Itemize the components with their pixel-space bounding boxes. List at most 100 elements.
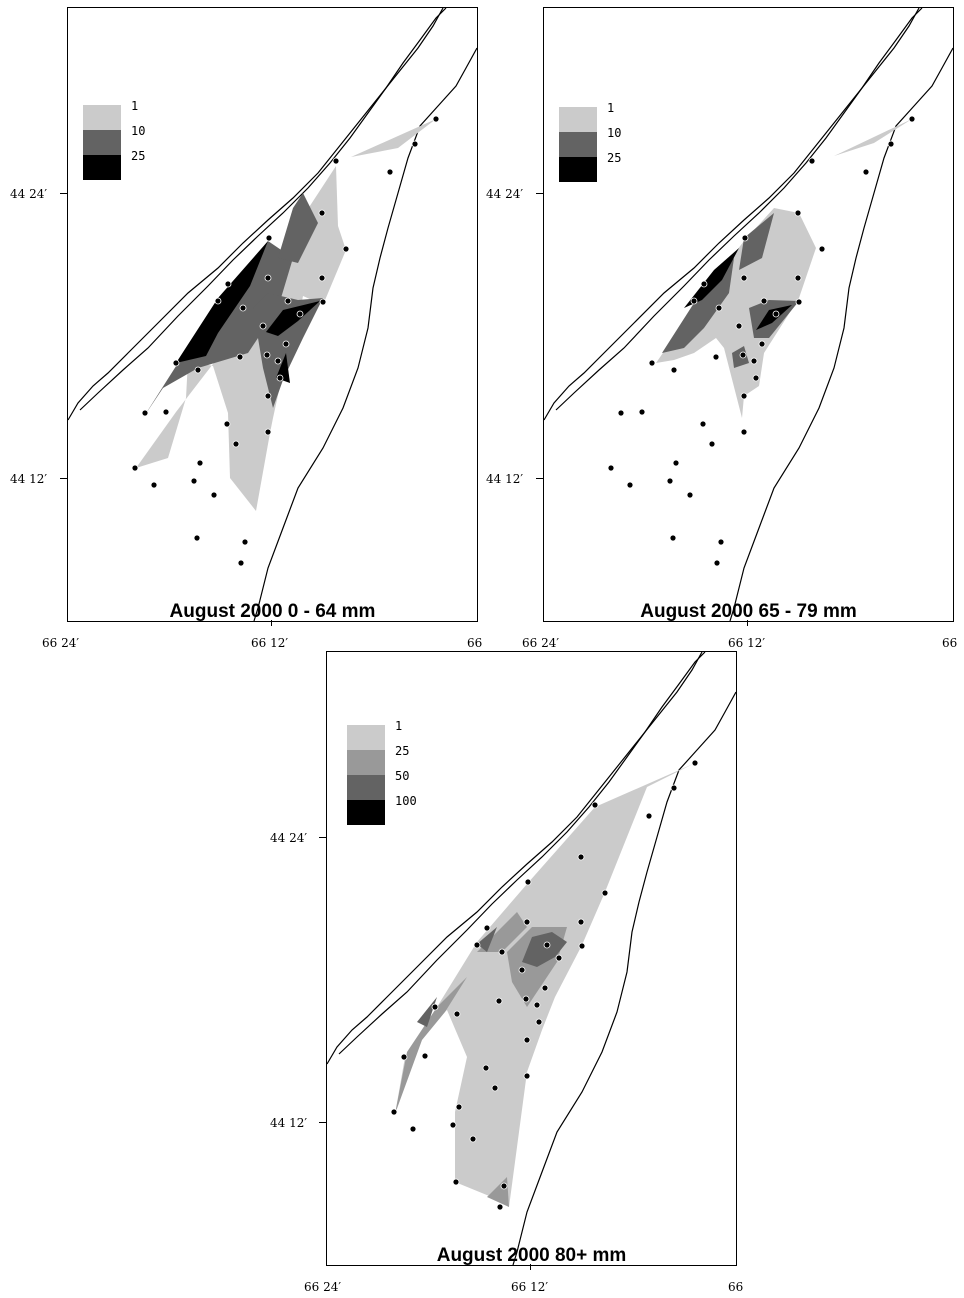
sampling-station-marker — [750, 357, 758, 365]
lat-tick-label: 44 12′ — [270, 1116, 308, 1130]
sampling-station-marker — [223, 420, 231, 428]
tick-mark — [536, 478, 543, 479]
sampling-station-marker — [735, 322, 743, 330]
sampling-station-marker — [672, 459, 680, 467]
legend-label: 25 — [131, 149, 146, 163]
legend-swatch — [347, 750, 385, 775]
map-panel-0-64mm: 1 10 25 August 2000 0 - 64 mm — [67, 7, 478, 622]
sampling-station-marker — [496, 1203, 504, 1211]
lat-tick-label: 44 12′ — [486, 472, 524, 486]
sampling-station-marker — [518, 966, 526, 974]
sampling-station-marker — [500, 1182, 508, 1190]
tick-mark — [747, 620, 748, 626]
sampling-station-marker — [386, 168, 394, 176]
lon-tick-label: 66 12′ — [251, 636, 289, 650]
sampling-station-marker — [264, 274, 272, 282]
sampling-station-marker — [193, 534, 201, 542]
lon-tick-label: 66 — [467, 636, 483, 650]
sampling-station-marker — [400, 1053, 408, 1061]
contour-level-50 — [417, 927, 567, 1027]
sampling-station-marker — [752, 374, 760, 382]
sampling-station-marker — [578, 942, 586, 950]
lon-tick-label: 66 — [942, 636, 958, 650]
tick-mark — [536, 193, 543, 194]
sampling-station-marker — [760, 297, 768, 305]
sampling-station-marker — [318, 274, 326, 282]
sampling-station-marker — [712, 353, 720, 361]
sampling-station-marker — [411, 140, 419, 148]
tick-mark — [60, 478, 67, 479]
sampling-station-marker — [483, 924, 491, 932]
sampling-station-marker — [794, 274, 802, 282]
coastline — [327, 652, 736, 1265]
sampling-station-marker — [523, 918, 531, 926]
lon-tick-label: 66 12′ — [728, 636, 766, 650]
tick-mark — [60, 193, 67, 194]
sampling-station-marker — [808, 157, 816, 165]
sampling-station-marker — [691, 759, 699, 767]
stations — [390, 759, 699, 1211]
coastline — [544, 8, 953, 621]
sampling-station-marker — [708, 440, 716, 448]
sampling-station-marker — [210, 491, 218, 499]
sampling-station-marker — [666, 477, 674, 485]
sampling-station-marker — [686, 491, 694, 499]
sampling-station-marker — [523, 1072, 531, 1080]
sampling-station-marker — [453, 1010, 461, 1018]
contour-level-25 — [684, 248, 792, 330]
lon-tick-label: 66 — [728, 1280, 744, 1294]
sampling-station-marker — [533, 1001, 541, 1009]
sampling-station-marker — [232, 440, 240, 448]
sampling-station-marker — [342, 245, 350, 253]
sampling-station-marker — [715, 304, 723, 312]
sampling-station-marker — [524, 878, 532, 886]
legend-swatch — [83, 130, 121, 155]
sampling-station-marker — [319, 298, 327, 306]
sampling-station-marker — [239, 304, 247, 312]
sampling-station-marker — [818, 245, 826, 253]
lat-tick-label: 44 24′ — [486, 187, 524, 201]
sampling-station-marker — [259, 322, 267, 330]
sampling-station-marker — [455, 1103, 463, 1111]
sampling-station-marker — [713, 559, 721, 567]
sampling-station-marker — [276, 374, 284, 382]
sampling-station-marker — [607, 464, 615, 472]
sampling-station-marker — [601, 889, 609, 897]
tick-mark — [271, 620, 272, 626]
sampling-station-marker — [332, 157, 340, 165]
sampling-station-marker — [908, 115, 916, 123]
sampling-station-marker — [690, 297, 698, 305]
sampling-station-marker — [390, 1108, 398, 1116]
sampling-station-marker — [452, 1178, 460, 1186]
sampling-station-marker — [617, 409, 625, 417]
sampling-station-marker — [541, 984, 549, 992]
sampling-station-marker — [449, 1121, 457, 1129]
sampling-station-marker — [141, 409, 149, 417]
sampling-station-marker — [241, 538, 249, 546]
legend-label: 1 — [395, 719, 403, 733]
legend-label: 25 — [395, 744, 410, 758]
sampling-station-marker — [491, 1084, 499, 1092]
sampling-station-marker — [645, 812, 653, 820]
sampling-station-marker — [638, 408, 646, 416]
sampling-station-marker — [591, 801, 599, 809]
legend-label: 10 — [131, 124, 146, 138]
sampling-station-marker — [318, 209, 326, 217]
sampling-station-marker — [523, 1036, 531, 1044]
panel-title: August 2000 65 - 79 mm — [640, 601, 857, 622]
sampling-station-marker — [700, 280, 708, 288]
sampling-station-marker — [284, 297, 292, 305]
lat-tick-label: 44 24′ — [270, 831, 308, 845]
sampling-station-marker — [431, 1003, 439, 1011]
legend-swatch — [83, 105, 121, 130]
legend-label: 100 — [395, 794, 417, 808]
sampling-station-marker — [555, 954, 563, 962]
sampling-station-marker — [194, 366, 202, 374]
sampling-station-marker — [670, 784, 678, 792]
sampling-station-marker — [577, 853, 585, 861]
sampling-station-marker — [296, 310, 304, 318]
sampling-station-marker — [265, 234, 273, 242]
legend-label: 50 — [395, 769, 410, 783]
sampling-station-marker — [495, 997, 503, 1005]
lat-tick-label: 44 24′ — [10, 187, 48, 201]
